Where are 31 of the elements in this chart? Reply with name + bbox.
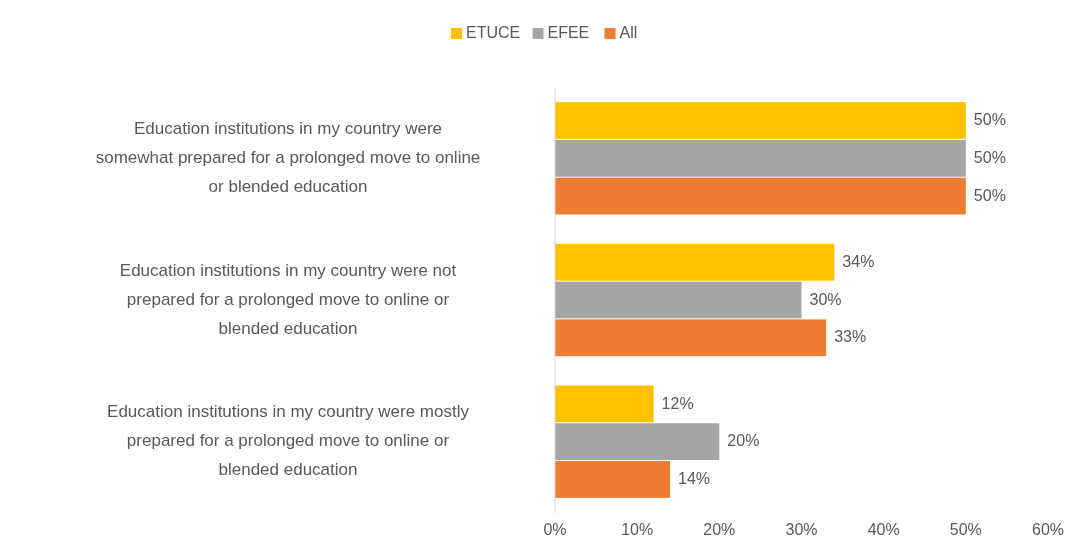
x-tick-label: 10% <box>621 521 654 539</box>
bar <box>555 281 802 319</box>
data-label: 12% <box>661 394 694 412</box>
data-label: 14% <box>678 470 711 488</box>
data-label: 50% <box>973 149 1006 167</box>
y-tick-label: Education institutions in my country were mostly prepared for a prolonged move to online or blended education <box>107 402 470 480</box>
x-tick-label: 0% <box>543 521 567 539</box>
bar <box>555 461 671 498</box>
legend-label: EFEE <box>547 24 590 42</box>
x-tick-label: 50% <box>949 521 982 539</box>
bar <box>555 243 835 281</box>
bar <box>555 319 827 357</box>
x-tick-label: 40% <box>867 521 900 539</box>
data-label: 50% <box>973 111 1006 129</box>
x-tick-label: 60% <box>1031 521 1065 539</box>
legend-label: ETUCE <box>466 24 521 42</box>
data-label: 33% <box>834 328 867 346</box>
bar <box>555 177 966 215</box>
y-tick-label: Education institutions in my country were not prepared for a prolonged move to online or blended education <box>119 260 457 338</box>
x-tick-label: 30% <box>785 521 818 539</box>
data-label: 50% <box>973 186 1006 204</box>
legend-label: All <box>619 24 638 42</box>
x-tick-label: 20% <box>703 521 736 539</box>
y-tick-label: Education institutions in my country were somewhat prepared for a prolonged move to online or blended education <box>95 119 481 197</box>
bar <box>555 139 966 177</box>
bar <box>555 423 720 461</box>
bar <box>555 385 654 423</box>
data-label: 30% <box>809 290 842 308</box>
data-label: 20% <box>727 432 760 450</box>
bar <box>555 102 966 139</box>
data-label: 34% <box>842 252 875 270</box>
